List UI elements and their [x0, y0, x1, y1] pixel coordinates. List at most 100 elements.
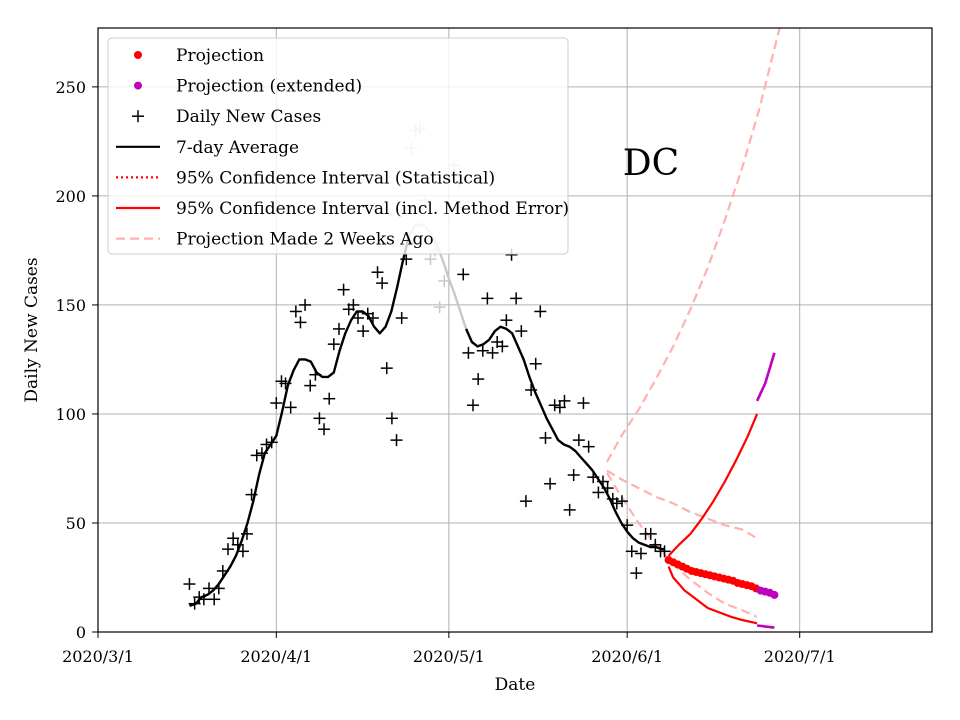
legend-item: 95% Confidence Interval (incl. Method Er… [116, 199, 569, 219]
daily-case-marker [572, 434, 585, 447]
daily-case-marker [615, 495, 628, 508]
daily-case-marker [582, 440, 595, 453]
legend-dot-marker [134, 81, 142, 90]
projection-extended-point [770, 590, 779, 599]
seven-day-average-line [465, 325, 665, 551]
y-tick-label: 50 [66, 514, 86, 533]
y-tick-label: 0 [76, 623, 86, 642]
legend-item: Projection (extended) [134, 77, 362, 97]
ci-lower-extended-line [756, 624, 775, 629]
daily-case-marker [299, 298, 312, 311]
daily-case-marker [390, 434, 403, 447]
two-weeks-ago-lower-line [606, 472, 758, 618]
daily-case-marker [323, 392, 336, 405]
legend-item: Daily New Cases [132, 107, 321, 127]
legend-dot-marker [134, 51, 142, 59]
daily-case-marker [592, 486, 605, 499]
daily-case-marker [395, 312, 408, 325]
daily-case-marker [313, 412, 326, 425]
y-tick-label: 150 [55, 296, 86, 315]
x-tick-label: 2020/4/1 [240, 647, 312, 666]
x-tick-label: 2020/5/1 [413, 647, 485, 666]
y-tick-label: 250 [55, 78, 86, 97]
ci-lower-line [667, 566, 758, 625]
daily-case-marker [424, 253, 437, 266]
daily-case-marker [236, 545, 249, 558]
daily-case-marker [337, 283, 350, 296]
seven-day-average-series [189, 223, 665, 607]
daily-case-marker [371, 266, 384, 279]
legend-label: Projection Made 2 Weeks Ago [176, 230, 434, 250]
daily-case-marker [304, 379, 317, 392]
daily-case-marker [467, 399, 480, 412]
daily-case-marker [644, 527, 657, 540]
legend-label: 7-day Average [176, 138, 299, 158]
daily-case-marker [270, 397, 283, 410]
x-tick-label: 2020/7/1 [764, 647, 836, 666]
daily-case-marker [357, 325, 370, 338]
daily-case-marker [289, 305, 302, 318]
legend: Projection Projection (extended) Daily New… [107, 37, 569, 255]
daily-case-marker [567, 469, 580, 482]
daily-case-marker [563, 503, 576, 516]
projection-series [664, 556, 779, 599]
daily-case-marker [332, 322, 345, 335]
daily-case-marker [515, 325, 528, 338]
daily-case-marker [250, 449, 263, 462]
two-weeks-ago-projection [606, 27, 781, 618]
daily-case-marker [577, 397, 590, 410]
daily-case-marker [294, 316, 307, 329]
y-tick-label: 200 [55, 187, 86, 206]
daily-case-marker [457, 268, 470, 281]
daily-case-marker [496, 340, 509, 353]
daily-case-marker [385, 412, 398, 425]
y-axis-ticks: 0 50 100 150 200 250 [55, 78, 98, 642]
confidence-interval [667, 352, 776, 629]
legend-box [107, 37, 569, 255]
legend-item: Projection Made 2 Weeks Ago [116, 230, 434, 250]
daily-case-marker [625, 545, 638, 558]
daily-case-marker [221, 543, 234, 556]
legend-item: 95% Confidence Interval (Statistical) [116, 168, 495, 188]
chart-title: DC [623, 143, 679, 184]
daily-case-marker [510, 292, 523, 305]
y-axis-label: Daily New Cases [22, 257, 42, 402]
daily-case-marker [227, 532, 240, 545]
legend-item: Projection [134, 46, 264, 66]
legend-label: Daily New Cases [176, 107, 321, 127]
daily-case-marker [183, 578, 196, 591]
daily-case-marker [476, 344, 489, 357]
x-tick-label: 2020/6/1 [591, 647, 663, 666]
daily-case-marker [438, 274, 451, 287]
x-tick-label: 2020/3/1 [62, 647, 134, 666]
legend-label: 95% Confidence Interval (incl. Method Er… [176, 199, 569, 219]
daily-case-marker [548, 399, 561, 412]
legend-label: Projection [176, 46, 264, 66]
daily-case-marker [630, 567, 643, 580]
seven-day-average-line [189, 237, 410, 607]
daily-case-marker [658, 545, 671, 558]
daily-case-marker [472, 373, 485, 386]
daily-case-marker [481, 292, 494, 305]
daily-case-marker [634, 547, 647, 560]
daily-case-marker [376, 277, 389, 290]
daily-case-marker [500, 314, 513, 327]
daily-case-marker [539, 431, 552, 444]
daily-case-marker [433, 301, 446, 314]
legend-label: 95% Confidence Interval (Statistical) [176, 168, 495, 188]
daily-case-marker [284, 401, 297, 414]
plot-frame [97, 27, 933, 633]
daily-case-marker [529, 357, 542, 370]
daily-case-marker [351, 312, 364, 325]
two-weeks-ago-mid-line [606, 469, 758, 540]
legend-item: 7-day Average [116, 138, 299, 158]
daily-case-marker [208, 593, 221, 606]
daily-case-marker [534, 305, 547, 318]
x-axis-label: Date [495, 675, 536, 695]
y-tick-label: 100 [55, 405, 86, 424]
daily-case-marker [519, 495, 532, 508]
daily-case-marker [544, 477, 557, 490]
ci-upper-extended-line [755, 352, 776, 402]
daily-case-marker [486, 346, 499, 359]
